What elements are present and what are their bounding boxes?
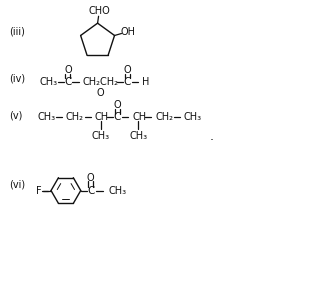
Text: CH: CH [95, 112, 109, 122]
Text: O: O [123, 65, 131, 75]
Text: CH₂CH₂: CH₂CH₂ [83, 77, 119, 87]
Text: CHO: CHO [89, 6, 111, 16]
Text: (v): (v) [9, 110, 23, 120]
Text: (vi): (vi) [9, 180, 25, 190]
Text: CH₃: CH₃ [39, 77, 57, 87]
Text: (iii): (iii) [9, 26, 25, 36]
Text: CH₃: CH₃ [108, 185, 127, 196]
Text: .: . [209, 130, 214, 143]
Text: CH₃: CH₃ [91, 131, 110, 141]
Text: (iv): (iv) [9, 74, 25, 84]
Text: O: O [64, 65, 72, 75]
Text: CH₃: CH₃ [37, 112, 55, 122]
Text: C: C [114, 112, 121, 122]
Text: O: O [97, 88, 104, 98]
Text: O: O [114, 101, 121, 110]
Text: C: C [124, 77, 131, 87]
Text: H: H [142, 77, 149, 87]
Text: F: F [36, 185, 42, 196]
Text: CH₂: CH₂ [66, 112, 84, 122]
Text: CH₃: CH₃ [184, 112, 202, 122]
Text: C: C [64, 77, 72, 87]
Text: CH: CH [132, 112, 146, 122]
Text: CH₃: CH₃ [129, 131, 147, 141]
Text: O: O [87, 173, 95, 183]
Text: C: C [87, 185, 94, 196]
Text: CH₂: CH₂ [155, 112, 173, 122]
Text: OH: OH [121, 26, 136, 37]
